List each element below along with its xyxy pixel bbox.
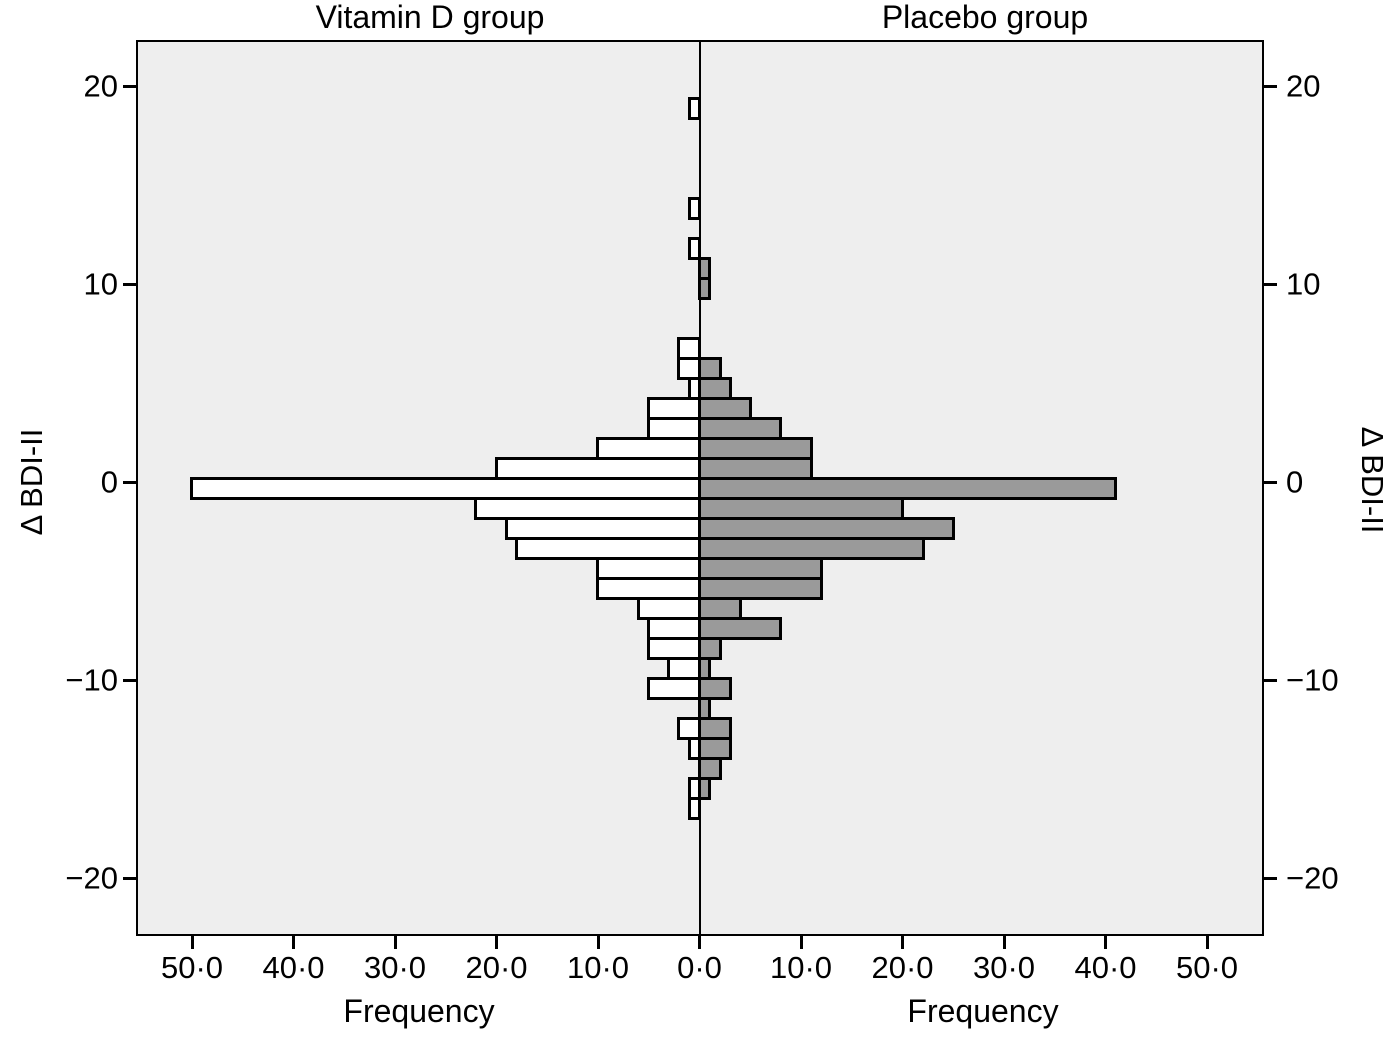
y-tick [1262, 480, 1277, 484]
y-tick-label: 10 [83, 266, 118, 302]
x-tick [1002, 934, 1006, 949]
bar-placebo [697, 276, 712, 301]
y-tick-label: −10 [65, 662, 118, 698]
bar-placebo [697, 776, 712, 801]
x-tick [292, 934, 295, 949]
bar-placebo [697, 676, 732, 701]
bar-placebo [697, 576, 824, 601]
y-tick [1262, 876, 1277, 880]
y-tick [123, 282, 138, 286]
x-tick-label: 20·0 [871, 950, 934, 985]
y-tick-label: 10 [1286, 266, 1321, 302]
x-tick-label: 10·0 [769, 950, 833, 985]
x-tick [698, 934, 701, 949]
bar-vitamin-d [687, 96, 702, 121]
x-tick [596, 934, 600, 949]
x-tick-label: 30·0 [363, 950, 427, 985]
x-tick-label: 20·0 [465, 950, 528, 985]
x-tick [1205, 934, 1209, 949]
x-tick [495, 934, 498, 949]
y-tick [123, 84, 138, 88]
x-tick [799, 934, 803, 949]
x-tick [190, 934, 194, 949]
y-tick-label: −10 [1286, 662, 1339, 698]
bar-placebo [697, 476, 1118, 501]
x-axis-title-right: Frequency [907, 993, 1059, 1029]
x-tick [393, 934, 397, 949]
bar-placebo [697, 616, 783, 641]
y-tick-label: 20 [1286, 68, 1321, 104]
y-tick [123, 876, 138, 880]
y-tick [1262, 678, 1277, 682]
x-tick [1104, 934, 1107, 949]
x-tick-label: 50·0 [160, 950, 224, 985]
x-tick-label: 10·0 [566, 950, 630, 985]
y-tick-label: 0 [1286, 464, 1304, 500]
bar-vitamin-d [647, 676, 702, 701]
y-tick-label: 20 [83, 68, 118, 104]
x-tick-label: 30·0 [972, 950, 1036, 985]
right-panel-title: Placebo group [881, 0, 1089, 35]
bar-vitamin-d [687, 796, 702, 821]
y-tick-label: −20 [1286, 860, 1339, 896]
x-tick-label: 40·0 [1074, 950, 1137, 985]
x-tick-label: 40·0 [262, 950, 325, 985]
x-tick-label: 0·0 [677, 950, 722, 985]
y-axis-title-right: Δ BDI-II [1355, 426, 1390, 534]
x-axis-title-left: Frequency [343, 993, 495, 1029]
left-panel-title: Vitamin D group [315, 0, 545, 35]
y-tick [1262, 84, 1277, 88]
y-tick-label: −20 [65, 860, 118, 896]
y-tick-label: 0 [100, 464, 118, 500]
bar-vitamin-d [687, 236, 702, 261]
bar-vitamin-d [687, 196, 702, 221]
y-tick [123, 480, 138, 484]
y-tick [1262, 282, 1277, 286]
x-tick [901, 934, 904, 949]
y-tick [123, 678, 138, 682]
x-tick-label: 50·0 [1175, 950, 1239, 985]
